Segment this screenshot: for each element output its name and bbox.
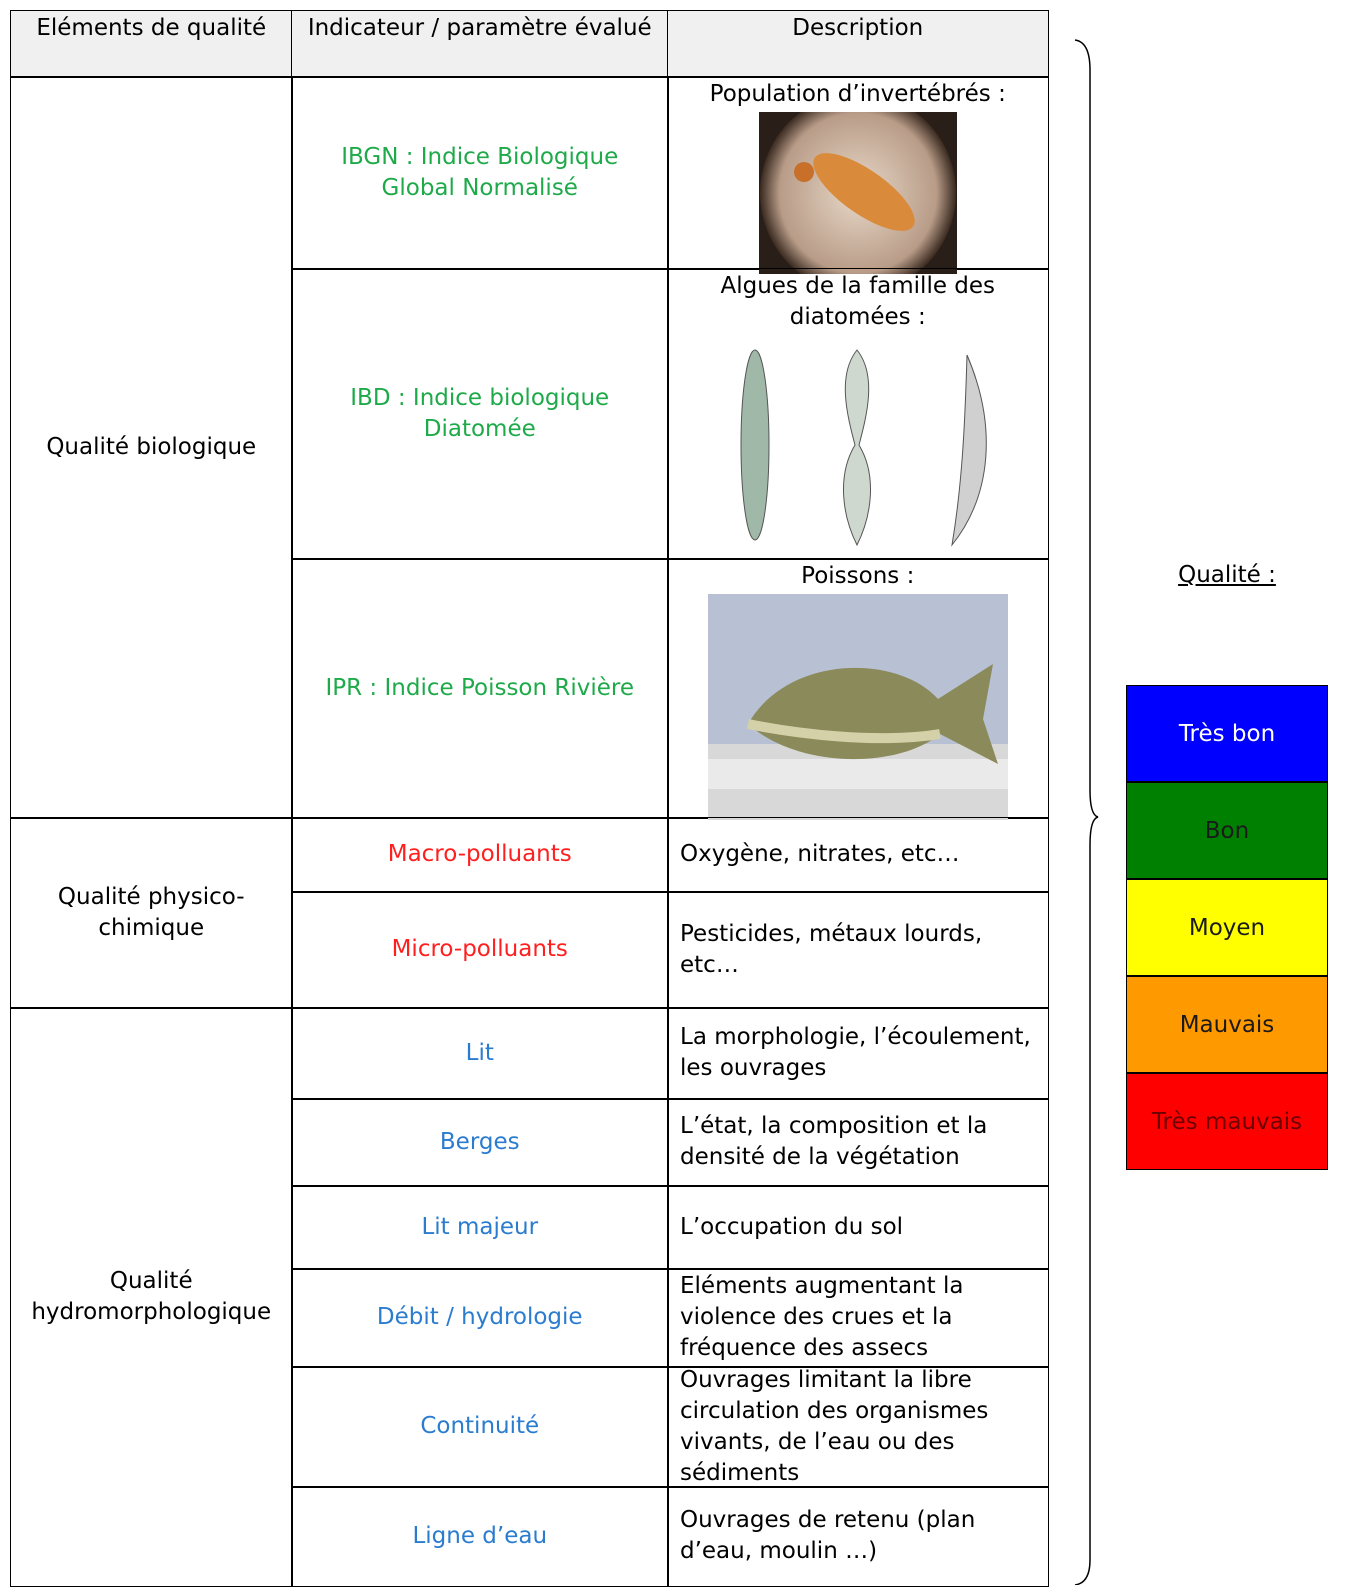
description-text: Poissons : [801,563,915,589]
description-text: Algues de la famille des diatomées : [720,273,996,330]
quality-level: Très bon [1126,685,1328,782]
description-cell: Ouvrages de retenu (plan d’eau, moulin …… [667,1486,1049,1587]
diatom-figure [726,335,989,553]
invertebrate-photo [758,93,957,293]
description-cell: Eléments augmentant la violence des crue… [667,1268,1049,1368]
indicator-cell: Macro-polluants [291,817,669,893]
description-cell: Pesticides, métaux lourds, etc… [667,891,1049,1009]
description-cell: Oxygène, nitrates, etc… [667,817,1049,893]
indicator-cell: Lit majeur [291,1185,669,1270]
indicator-cell: IBGN : Indice Biologique Global Normalis… [291,76,669,270]
indicator-cell: IBD : Indice biologique Diatomée [291,268,669,560]
quality-level: Moyen [1126,879,1328,976]
description-cell: L’occupation du sol [667,1185,1049,1270]
quality-level: Très mauvais [1126,1073,1328,1170]
group-cell: Qualité hydromorphologique [10,1007,293,1587]
brace [1074,39,1099,1585]
group-cell: Qualité physico-chimique [10,817,293,1009]
indicator-cell: Lit [291,1007,669,1100]
image [707,594,1008,820]
indicator-cell: Micro-polluants [291,891,669,1009]
description-cell: Algues de la famille des diatomées : [667,268,1049,560]
description-cell: Poissons : [667,558,1049,820]
description-cell: Ouvrages limitant la libre circulation d… [667,1366,1049,1488]
group-cell: Qualité biologique [10,76,293,819]
description-cell: L’état, la composition et la densité de … [667,1098,1049,1187]
quality-level: Mauvais [1126,976,1328,1073]
indicator-cell: IPR : Indice Poisson Rivière [291,558,669,819]
indicator-cell: Continuité [291,1366,669,1488]
indicator-cell: Débit / hydrologie [291,1268,669,1368]
legend-title: Qualité : [1178,562,1276,588]
header-cell: Eléments de qualité [10,10,293,78]
description-cell: La morphologie, l’écoulement, les ouvrag… [667,1007,1049,1100]
indicator-cell: Ligne d’eau [291,1486,669,1587]
description-cell: Population d’invertébrés : [667,76,1049,293]
description-text: Population d’invertébrés : [709,81,1006,107]
fish-photo [707,594,1008,820]
header-cell: Description [667,10,1049,78]
quality-level: Bon [1126,782,1328,879]
header-cell: Indicateur / paramètre évalué [291,10,669,78]
indicator-cell: Berges [291,1098,669,1187]
image [758,93,957,293]
image [726,335,989,553]
